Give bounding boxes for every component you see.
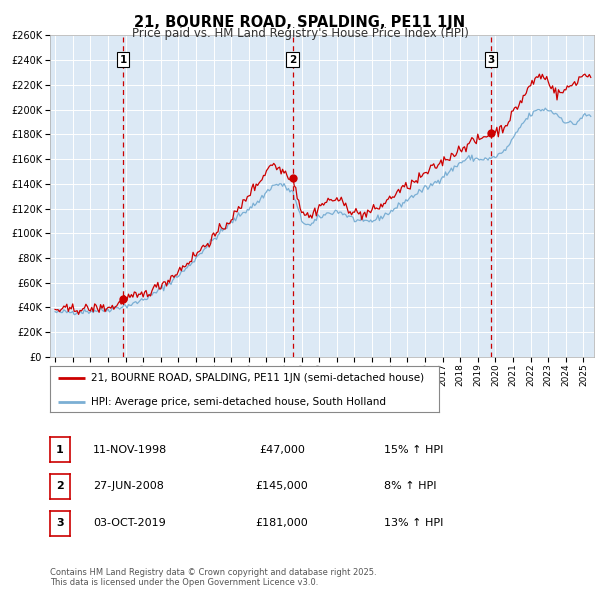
Text: Price paid vs. HM Land Registry's House Price Index (HPI): Price paid vs. HM Land Registry's House … bbox=[131, 27, 469, 40]
Text: 1: 1 bbox=[119, 54, 127, 64]
Text: 3: 3 bbox=[56, 519, 64, 528]
Text: 2: 2 bbox=[56, 481, 64, 491]
Text: 21, BOURNE ROAD, SPALDING, PE11 1JN (semi-detached house): 21, BOURNE ROAD, SPALDING, PE11 1JN (sem… bbox=[91, 373, 424, 384]
Text: £145,000: £145,000 bbox=[256, 481, 308, 491]
Text: 3: 3 bbox=[487, 54, 494, 64]
Text: 03-OCT-2019: 03-OCT-2019 bbox=[93, 519, 166, 528]
Text: 1: 1 bbox=[56, 445, 64, 454]
Text: 11-NOV-1998: 11-NOV-1998 bbox=[93, 445, 167, 454]
Text: £47,000: £47,000 bbox=[259, 445, 305, 454]
Text: £181,000: £181,000 bbox=[256, 519, 308, 528]
Text: 2: 2 bbox=[289, 54, 296, 64]
Text: HPI: Average price, semi-detached house, South Holland: HPI: Average price, semi-detached house,… bbox=[91, 396, 386, 407]
Text: 13% ↑ HPI: 13% ↑ HPI bbox=[384, 519, 443, 528]
Text: Contains HM Land Registry data © Crown copyright and database right 2025.
This d: Contains HM Land Registry data © Crown c… bbox=[50, 568, 376, 587]
Text: 8% ↑ HPI: 8% ↑ HPI bbox=[384, 481, 437, 491]
Text: 27-JUN-2008: 27-JUN-2008 bbox=[93, 481, 164, 491]
Text: 15% ↑ HPI: 15% ↑ HPI bbox=[384, 445, 443, 454]
Text: 21, BOURNE ROAD, SPALDING, PE11 1JN: 21, BOURNE ROAD, SPALDING, PE11 1JN bbox=[134, 15, 466, 30]
